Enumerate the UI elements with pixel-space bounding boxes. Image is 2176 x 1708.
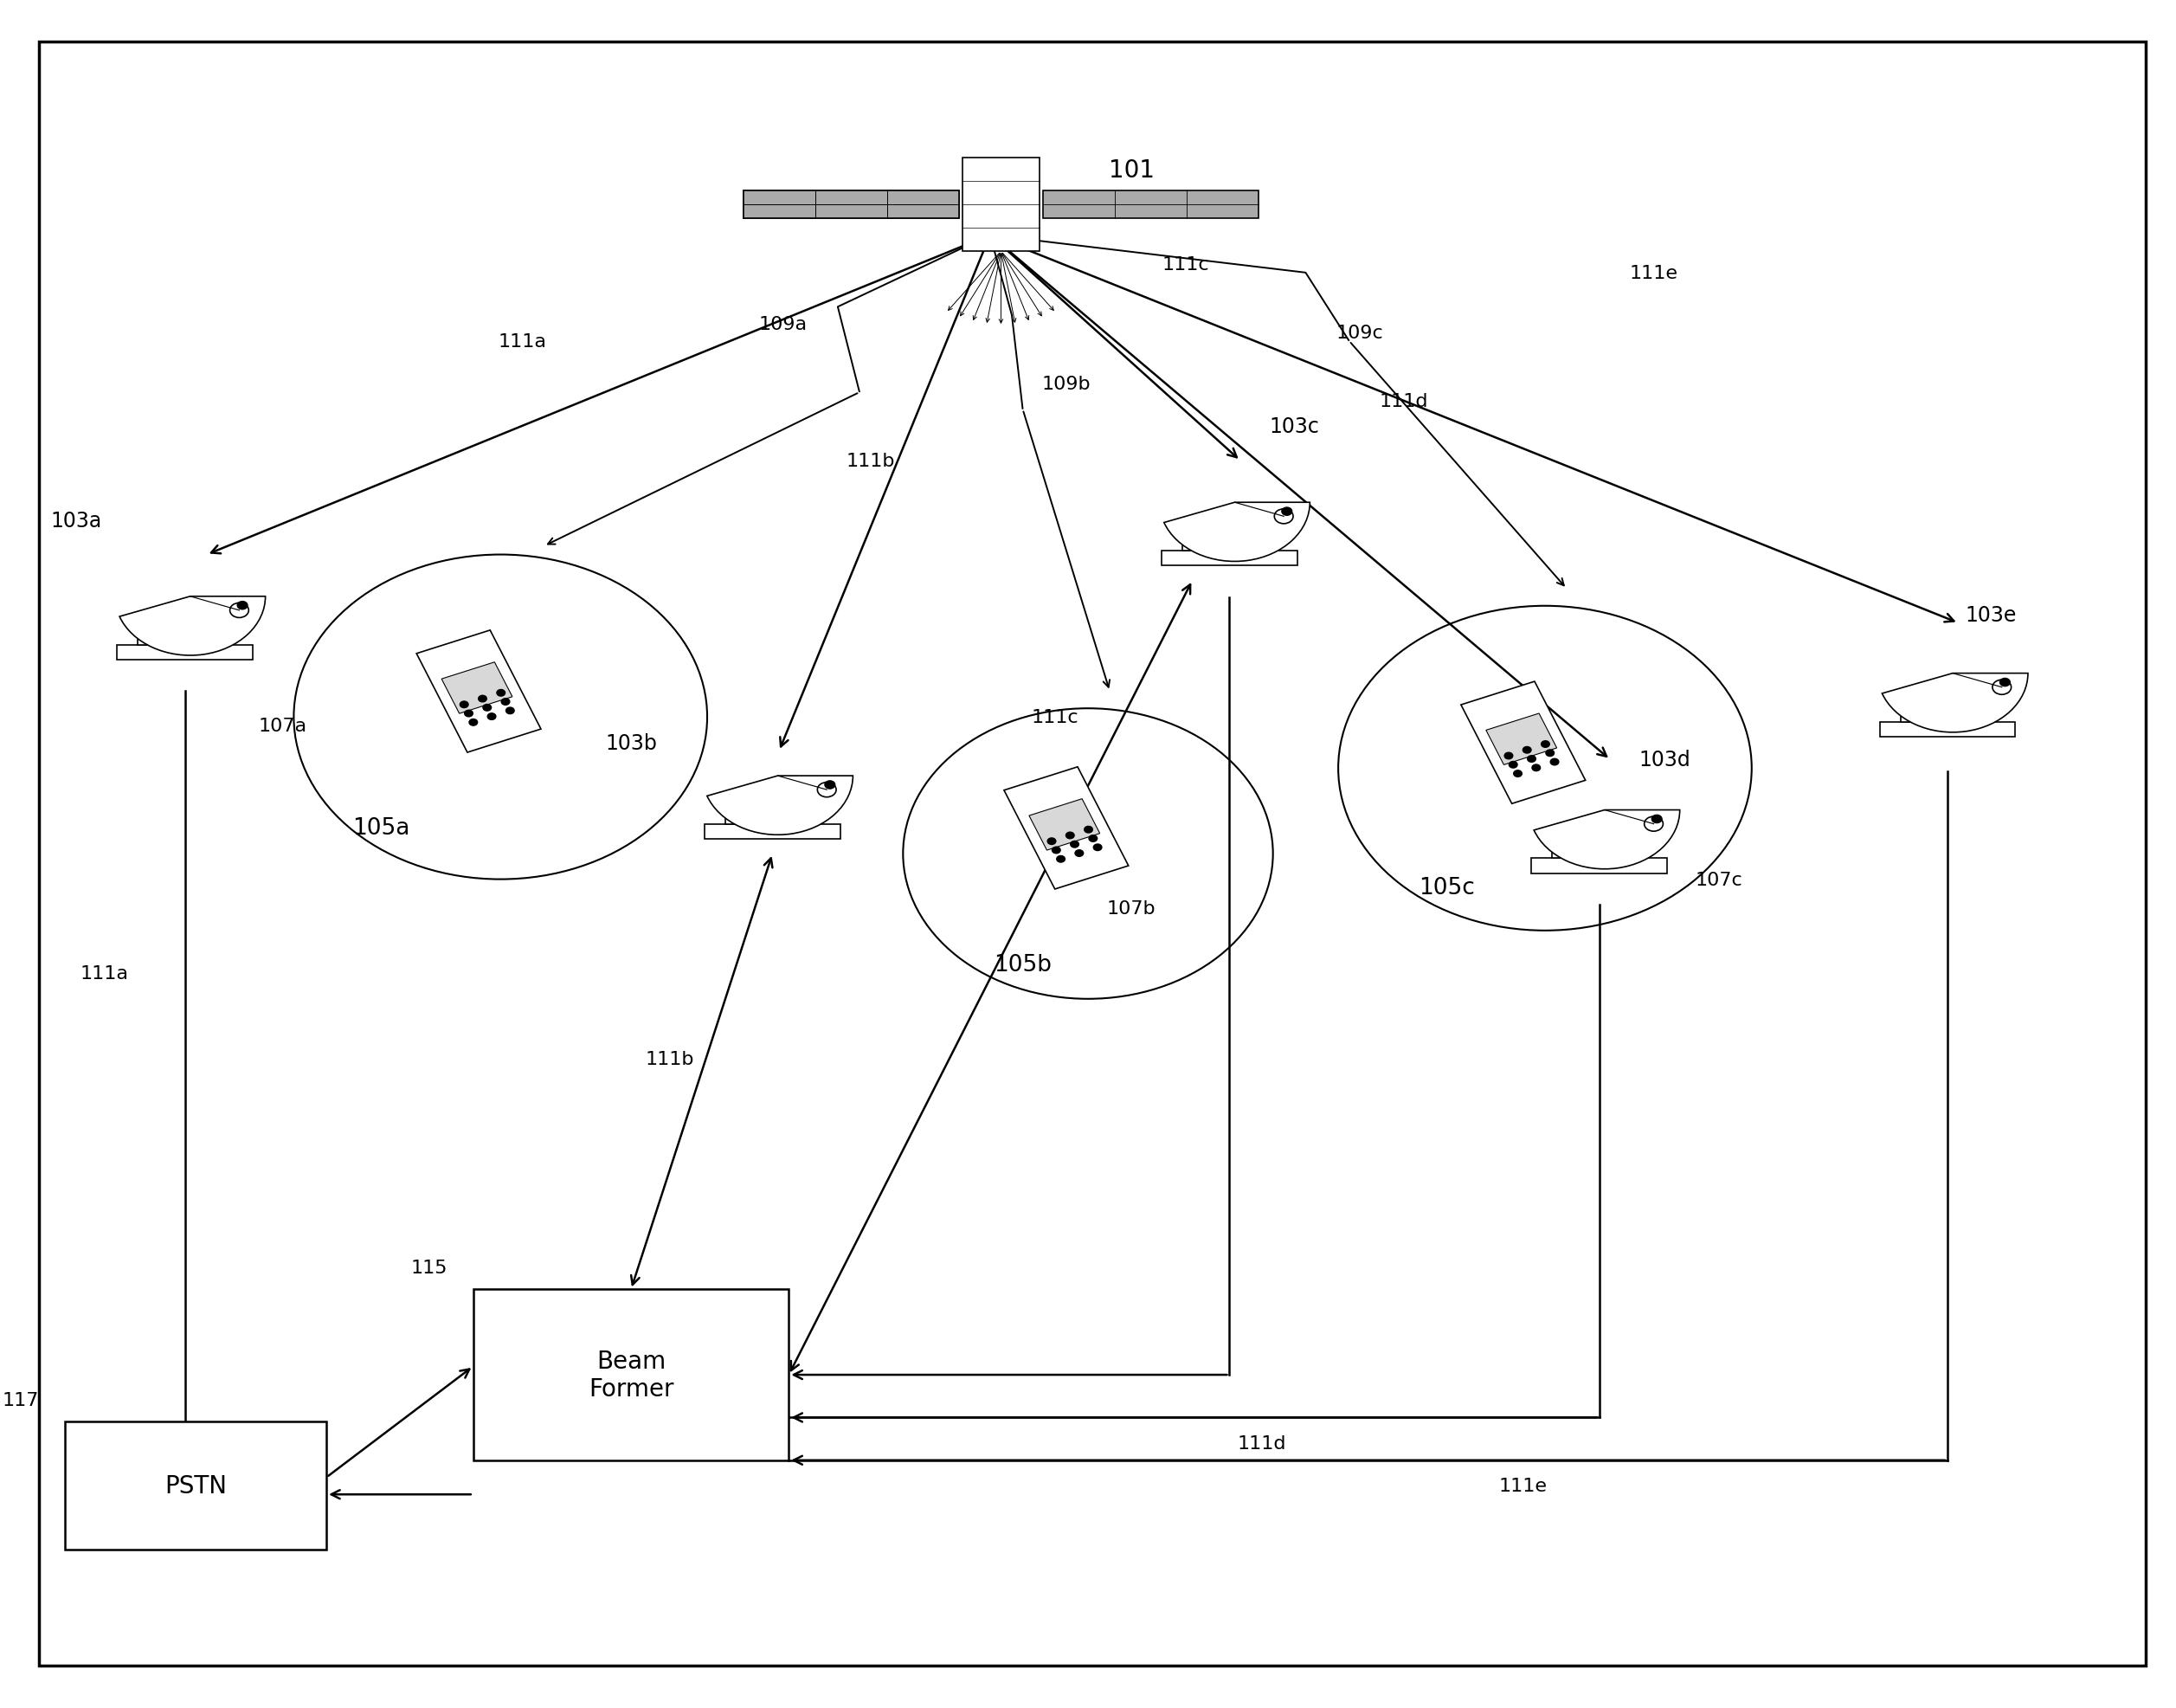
Text: 111c: 111c [1162,256,1210,273]
Circle shape [231,603,248,618]
Circle shape [1075,851,1084,857]
Bar [1551,845,1647,859]
Circle shape [825,781,836,789]
Text: 111a: 111a [498,333,546,350]
Text: 105a: 105a [353,816,409,840]
Bar [1203,526,1256,538]
Bar [1532,859,1667,873]
Circle shape [1523,746,1532,753]
Circle shape [2000,678,2011,687]
Circle shape [1071,842,1079,847]
Text: 105b: 105b [994,953,1051,977]
Bar [1162,552,1297,565]
Text: 111b: 111b [646,1050,694,1068]
Wedge shape [1882,673,2028,733]
Circle shape [496,690,505,697]
Bar [474,1290,788,1460]
Circle shape [818,782,836,798]
Bar [159,620,211,632]
Bar [1182,538,1277,552]
Text: 103b: 103b [605,733,657,753]
Polygon shape [1029,799,1099,851]
Text: 101: 101 [1108,159,1155,183]
Circle shape [470,719,477,726]
Circle shape [479,695,487,702]
Text: 107c: 107c [1695,871,1743,888]
Bar [744,191,960,219]
Polygon shape [442,663,511,714]
Text: 105c: 105c [1419,876,1475,900]
Bar [1900,709,1995,722]
Circle shape [1508,762,1517,769]
Bar [705,825,840,839]
Text: 109b: 109b [1042,376,1090,393]
Polygon shape [1486,714,1556,765]
Circle shape [1514,770,1521,777]
Wedge shape [707,775,853,835]
Bar [1573,834,1625,845]
Text: 111d: 111d [1380,393,1427,410]
Text: 103c: 103c [1269,417,1321,437]
Bar [1921,697,1974,709]
Circle shape [505,707,514,714]
Bar [137,632,233,646]
Circle shape [500,699,509,705]
Circle shape [1092,844,1101,851]
Bar [1880,722,2015,736]
Wedge shape [1534,810,1680,869]
Bar [118,646,252,659]
Bar [746,799,799,811]
Polygon shape [416,630,542,753]
Text: 103d: 103d [1639,750,1691,770]
Text: 111e: 111e [1630,265,1678,282]
Bar [1042,191,1258,219]
Bar [744,191,960,219]
Circle shape [1088,835,1097,842]
Circle shape [1541,741,1549,748]
Text: 111b: 111b [846,453,894,470]
Circle shape [483,705,492,711]
Text: 111d: 111d [1238,1435,1286,1452]
Circle shape [1282,507,1293,516]
Circle shape [463,711,472,717]
Text: 107a: 107a [259,717,307,734]
Text: 117: 117 [2,1390,39,1407]
Text: 103a: 103a [50,511,102,531]
Circle shape [1058,856,1064,863]
Wedge shape [1164,502,1310,562]
Circle shape [487,714,496,721]
Circle shape [459,702,468,709]
Circle shape [1528,757,1536,762]
Polygon shape [1460,681,1586,804]
Circle shape [1993,680,2011,695]
Circle shape [1504,753,1512,760]
Text: 111c: 111c [1031,709,1079,726]
Wedge shape [120,596,265,656]
Circle shape [1051,847,1060,854]
Text: 109c: 109c [1336,325,1384,342]
Text: 107b: 107b [1108,900,1155,917]
Circle shape [1549,758,1558,765]
Text: 111e: 111e [1499,1477,1547,1494]
Text: 111a: 111a [81,965,128,982]
Circle shape [1084,827,1092,834]
Circle shape [1066,832,1075,839]
Text: PSTN: PSTN [165,1474,226,1498]
Text: 109a: 109a [759,316,807,333]
Circle shape [1275,509,1293,524]
Text: 103e: 103e [1965,605,2017,625]
Circle shape [1652,815,1662,823]
Circle shape [1545,750,1554,757]
Text: 115: 115 [411,1259,448,1276]
Circle shape [1047,839,1055,845]
Circle shape [1645,816,1662,832]
Bar [725,811,820,825]
Text: Beam
Former: Beam Former [588,1349,675,1401]
Bar [65,1421,326,1551]
Circle shape [237,601,248,610]
Polygon shape [1003,767,1129,890]
Circle shape [1532,765,1541,772]
Bar [962,157,1040,253]
